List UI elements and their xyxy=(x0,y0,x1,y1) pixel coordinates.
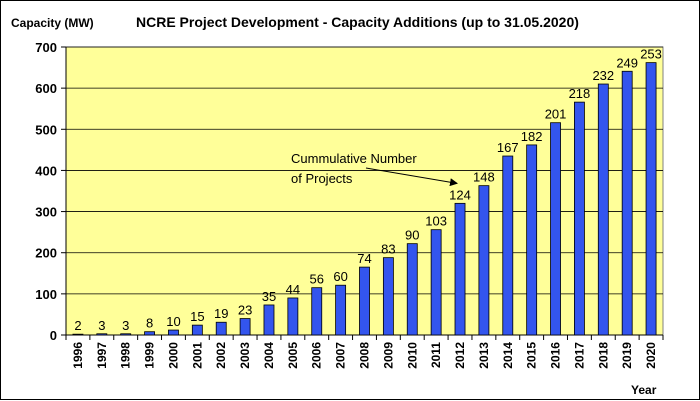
bar-2001 xyxy=(191,324,203,336)
x-tick-label: 2019 xyxy=(620,342,634,369)
data-label: 3 xyxy=(98,318,105,333)
data-label: 35 xyxy=(262,289,276,304)
data-label: 2 xyxy=(74,318,81,333)
data-label: 8 xyxy=(146,316,153,331)
x-tick-label: 2016 xyxy=(549,342,563,369)
data-label: 218 xyxy=(569,86,591,101)
bar-2020 xyxy=(645,62,657,336)
data-label: 83 xyxy=(381,242,395,257)
annotation-arrow xyxy=(365,167,459,187)
y-tick-label: 600 xyxy=(35,81,57,96)
x-tick-label: 2011 xyxy=(429,342,443,368)
x-tick-label: 2007 xyxy=(334,342,348,369)
x-tick-label: 2009 xyxy=(381,342,395,369)
bar-2017 xyxy=(574,101,585,336)
annotation: Cummulative Number of Projects xyxy=(291,151,459,187)
data-label: 56 xyxy=(310,272,324,287)
data-label: 167 xyxy=(497,140,519,155)
x-tick-label: 2017 xyxy=(572,342,586,369)
data-label: 232 xyxy=(592,68,614,83)
y-tick-label: 100 xyxy=(35,287,57,302)
bar-2007 xyxy=(335,284,347,336)
y-axis-label: Capacity (MW) xyxy=(11,16,94,30)
data-label: 19 xyxy=(214,306,228,321)
x-tick-label: 2004 xyxy=(262,342,276,369)
x-tick-label: 1998 xyxy=(119,342,133,369)
data-label: 201 xyxy=(545,107,567,122)
bar-1997 xyxy=(96,333,108,336)
bar-1998 xyxy=(120,333,132,336)
bar-2009 xyxy=(382,257,394,336)
bar-1999 xyxy=(144,331,155,336)
bar-2019 xyxy=(621,70,633,336)
bar-2005 xyxy=(287,297,299,336)
x-tick-label: 2001 xyxy=(190,342,204,369)
bar-2003 xyxy=(239,318,251,336)
bar-2011 xyxy=(430,229,442,336)
x-tick-label: 2000 xyxy=(166,342,180,369)
x-axis-label: Year xyxy=(631,383,657,397)
x-tick-label: 1999 xyxy=(143,342,157,369)
bar-2013 xyxy=(478,185,490,336)
x-tick-label: 2020 xyxy=(644,342,658,369)
bar-2010 xyxy=(406,243,418,336)
y-tick-label: 200 xyxy=(35,246,57,261)
data-label: 44 xyxy=(286,282,300,297)
data-label: 60 xyxy=(333,269,347,284)
y-tick-label: 400 xyxy=(35,163,57,178)
data-label: 148 xyxy=(473,170,495,185)
data-label: 249 xyxy=(616,55,638,70)
y-tick-label: 500 xyxy=(35,122,57,137)
annotation-line-1: Cummulative Number xyxy=(291,151,417,166)
x-tick-label: 2015 xyxy=(525,342,539,369)
x-tick-label: 2006 xyxy=(310,342,324,369)
bars xyxy=(72,62,657,336)
data-label: 253 xyxy=(640,47,662,62)
bar-2018 xyxy=(597,83,609,336)
bar-2002 xyxy=(215,321,227,336)
data-label: 182 xyxy=(521,129,543,144)
bar-2008 xyxy=(359,266,370,336)
bar-2014 xyxy=(502,155,514,336)
x-tick-label: 2003 xyxy=(238,342,252,369)
y-tick-label: 700 xyxy=(35,40,57,55)
x-tick-label: 2010 xyxy=(405,342,419,369)
data-label: 74 xyxy=(357,251,371,266)
data-label: 3 xyxy=(122,318,129,333)
bar-2012 xyxy=(454,202,466,336)
x-tick-label: 2005 xyxy=(286,342,300,369)
data-label: 90 xyxy=(405,228,419,243)
x-tick-labels: 1996 1997 1998 1999 2000 2001 2002 2003 2004 2005… xyxy=(65,335,664,369)
data-label: 15 xyxy=(190,309,204,324)
data-label: 124 xyxy=(449,187,471,202)
x-tick-label: 2014 xyxy=(501,342,515,369)
x-tick-label: 2012 xyxy=(453,342,467,369)
x-tick-label: 2008 xyxy=(358,342,372,369)
x-tick-label: 2018 xyxy=(596,342,610,369)
bar-2015 xyxy=(526,144,538,336)
bar-2016 xyxy=(550,122,561,336)
x-tick-label: 1997 xyxy=(95,342,109,369)
x-tick-label: 2002 xyxy=(214,342,228,369)
bar-1996 xyxy=(72,333,84,336)
y-tick-labels: 0 100 200 300 400 500 600 700 xyxy=(35,40,57,343)
annotation-line-2: of Projects xyxy=(291,171,353,186)
y-tick-label: 0 xyxy=(50,328,57,343)
x-tick-label: 2013 xyxy=(477,342,491,369)
data-label: 10 xyxy=(166,314,180,329)
bar-2004 xyxy=(263,304,275,336)
data-label: 103 xyxy=(425,214,447,229)
y-tick-label: 300 xyxy=(35,205,57,220)
data-label: 23 xyxy=(238,303,252,318)
bar-2000 xyxy=(168,329,179,336)
chart-title: NCRE Project Development - Capacity Addi… xyxy=(136,14,579,30)
bar-2006 xyxy=(311,287,323,336)
x-tick-label: 1996 xyxy=(71,342,85,369)
